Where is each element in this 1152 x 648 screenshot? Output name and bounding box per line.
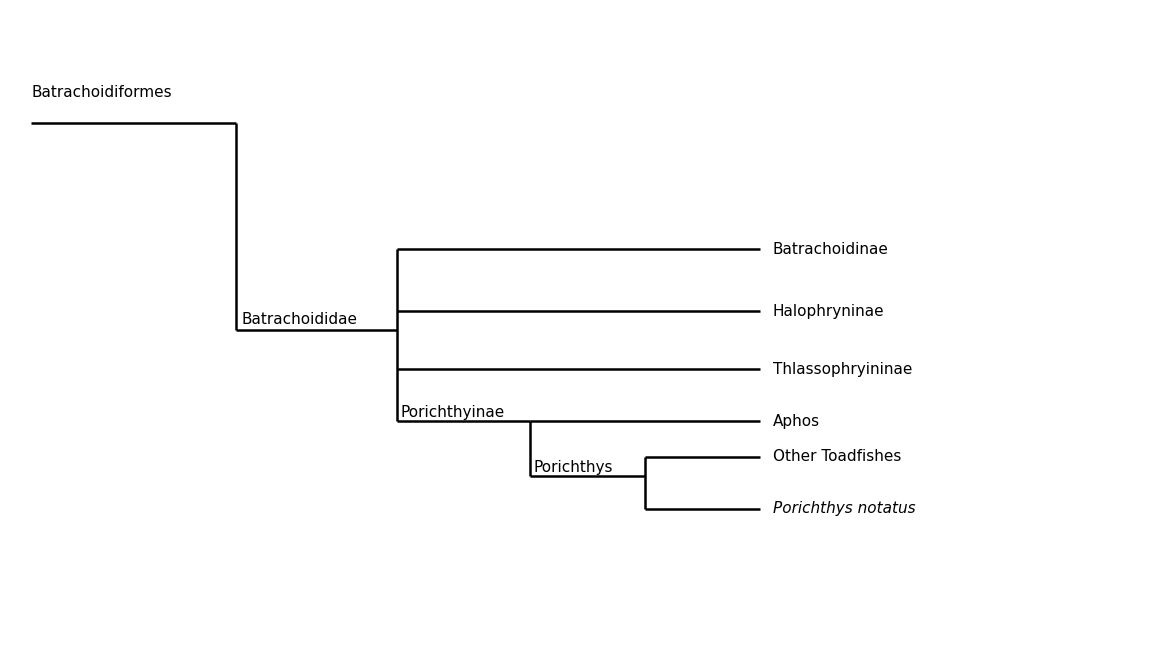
Text: Porichthys notatus: Porichthys notatus [773, 501, 916, 516]
Text: Batrachoididae: Batrachoididae [242, 312, 358, 327]
Text: Aphos: Aphos [773, 413, 820, 429]
Text: Porichthyinae: Porichthyinae [401, 405, 505, 420]
Text: Porichthys: Porichthys [533, 460, 613, 475]
Text: Thlassophryininae: Thlassophryininae [773, 362, 912, 377]
Text: Batrachoidinae: Batrachoidinae [773, 242, 889, 257]
Text: Halophryninae: Halophryninae [773, 303, 885, 319]
Text: Other Toadfishes: Other Toadfishes [773, 449, 901, 465]
Text: Batrachoidiformes: Batrachoidiformes [31, 86, 172, 100]
